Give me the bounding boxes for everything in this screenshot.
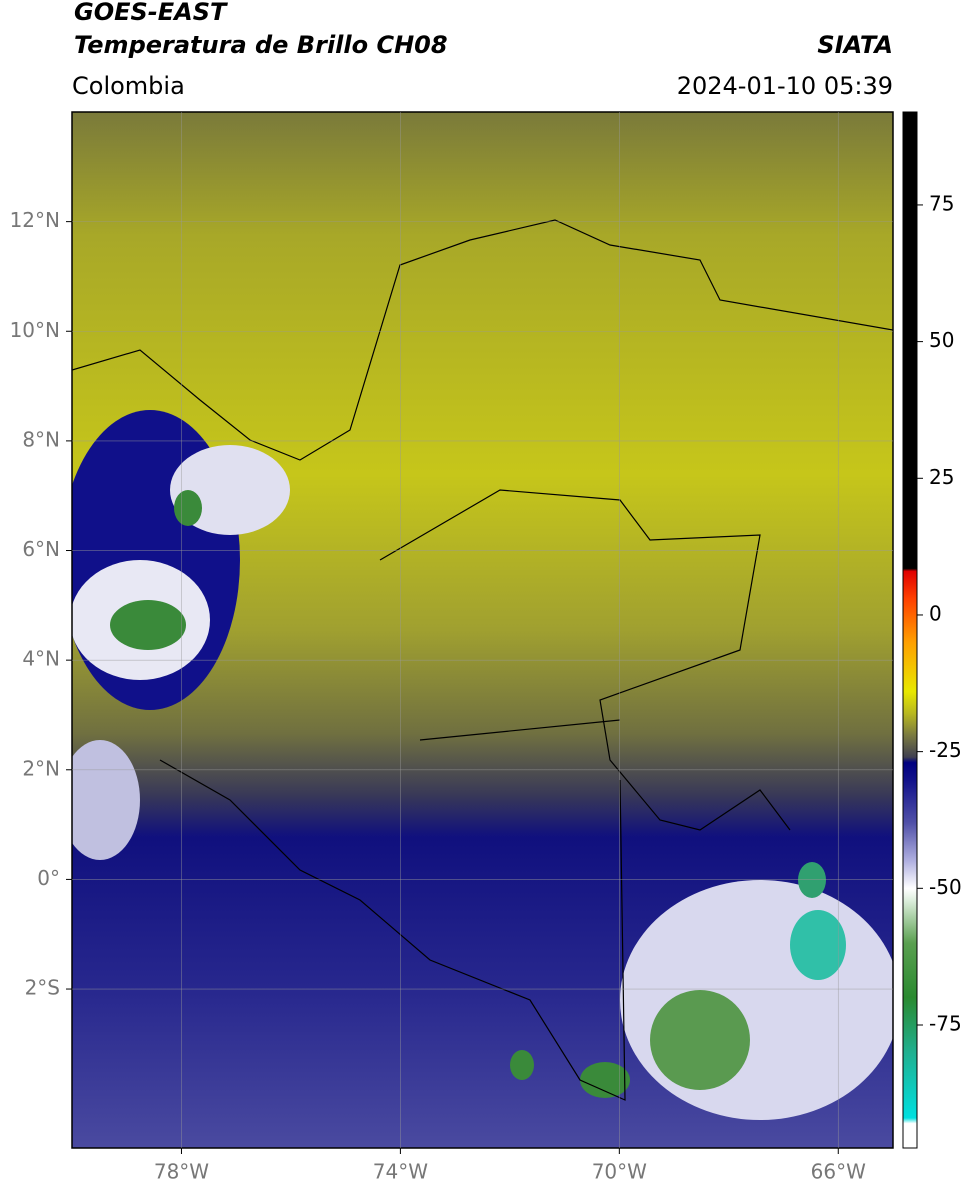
y-tick-label: 8°N bbox=[22, 427, 60, 451]
y-tick-label: 12°N bbox=[10, 208, 60, 232]
colorbar bbox=[902, 111, 918, 1149]
colorbar-tick-label: 50 bbox=[929, 328, 954, 352]
imagery bbox=[72, 112, 893, 1148]
colorbar-tick-label: 25 bbox=[929, 465, 954, 489]
x-tick-label: 66°W bbox=[811, 1160, 866, 1184]
map-frame bbox=[71, 111, 894, 1149]
colorbar-tick-label: 75 bbox=[929, 191, 954, 215]
colorbar-tick-label: 0 bbox=[929, 601, 942, 625]
title-line2: Temperatura de Brillo CH08 bbox=[74, 31, 448, 59]
source: SIATA bbox=[817, 31, 893, 59]
colorbar-tick-label: -25 bbox=[929, 738, 962, 762]
title-line1: GOES-EAST bbox=[74, 0, 228, 26]
y-tick-label: 2°N bbox=[22, 756, 60, 780]
y-tick-label: 2°S bbox=[25, 976, 60, 1000]
y-tick-label: 0° bbox=[37, 866, 60, 890]
x-tick-label: 70°W bbox=[592, 1160, 647, 1184]
y-tick-label: 4°N bbox=[22, 647, 60, 671]
colorbar-tick-label: -50 bbox=[929, 875, 962, 899]
colorbar-tick-label: -75 bbox=[929, 1011, 962, 1035]
datetime: 2024-01-10 05:39 bbox=[677, 72, 893, 100]
x-tick-label: 78°W bbox=[154, 1160, 209, 1184]
y-tick-label: 6°N bbox=[22, 537, 60, 561]
x-tick-label: 74°W bbox=[373, 1160, 428, 1184]
y-tick-label: 10°N bbox=[10, 318, 60, 342]
region: Colombia bbox=[72, 72, 185, 100]
